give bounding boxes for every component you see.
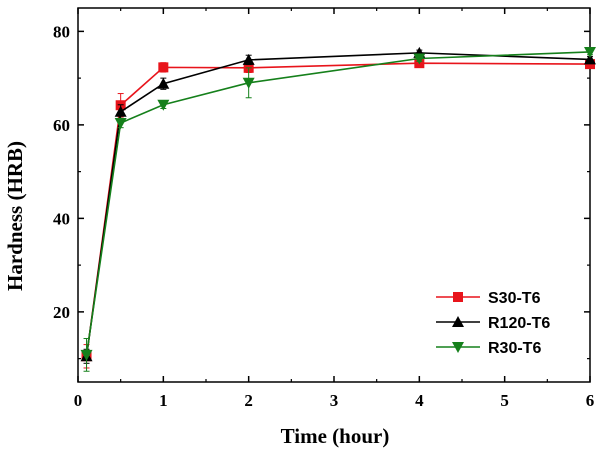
y-tick-label: 60 [53,116,70,135]
y-tick-label: 20 [53,303,70,322]
plot-area: 0 1 2 3 4 5 6 20 40 60 80 S30-T6 R120-T6 R30-T6 [53,7,596,410]
data-point [452,342,464,353]
x-tick-label: 4 [415,391,424,410]
y-tick-label: 80 [53,22,70,41]
data-point [452,316,464,327]
x-axis-title: Time (hour) [281,424,390,448]
x-tick-label: 1 [159,391,168,410]
data-point [453,292,463,302]
x-tick-label: 3 [330,391,339,410]
legend: S30-T6 R120-T6 R30-T6 [436,290,550,357]
data-point [242,77,255,89]
data-point [157,77,170,89]
data-point [158,62,169,73]
legend-label-r30-t6: R30-T6 [488,340,541,357]
data-point [157,99,170,111]
data-point [80,349,93,361]
y-tick-label: 40 [53,209,70,228]
y-axis-title: Hardness (HRB) [3,141,27,291]
x-tick-label: 2 [244,391,253,410]
legend-label-r120-t6: R120-T6 [488,315,550,332]
data-point [114,118,127,130]
series-r30-t6 [80,46,596,372]
data-point [584,46,596,58]
x-tick-label: 0 [74,391,83,410]
data-point [584,53,596,65]
series-line [85,52,591,357]
x-tick-label: 6 [586,391,595,410]
data-point [114,105,127,117]
x-tick-label: 5 [500,391,509,410]
series-line [85,51,591,356]
legend-label-s30-t6: S30-T6 [488,290,541,307]
data-point [413,53,426,65]
data-point [242,53,255,65]
